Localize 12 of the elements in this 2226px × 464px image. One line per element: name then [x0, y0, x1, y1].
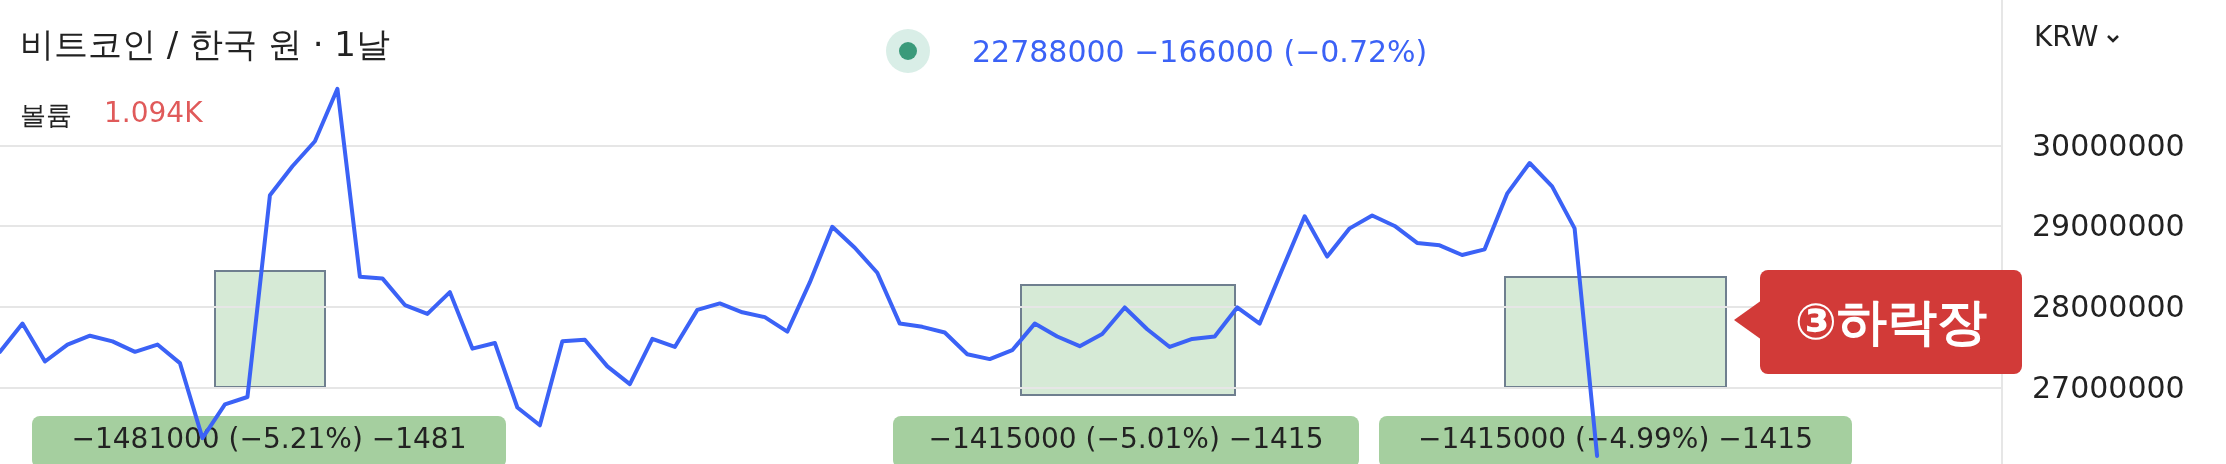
annotation: −1415000 (−5.01%) −1415 [893, 416, 1359, 464]
y-tick-label: 30000000 [2032, 127, 2185, 163]
y-tick-label: 28000000 [2032, 289, 2185, 325]
annotation: −1481000 (−5.21%) −1481 [32, 416, 506, 464]
text: 비트코인 / 한국 원 · 1날 [20, 23, 390, 66]
annotation: 22788000 −166000 (−0.72%) [972, 34, 1428, 69]
y-tick-label: 27000000 [2032, 369, 2185, 405]
y-tick-label: 29000000 [2032, 208, 2185, 244]
annotation: ③하락장 [1760, 270, 2022, 374]
annotation: 볼륨 [20, 99, 72, 132]
annotation: 1.094K [104, 96, 203, 129]
y-axis-title: KRW [2034, 20, 2099, 53]
